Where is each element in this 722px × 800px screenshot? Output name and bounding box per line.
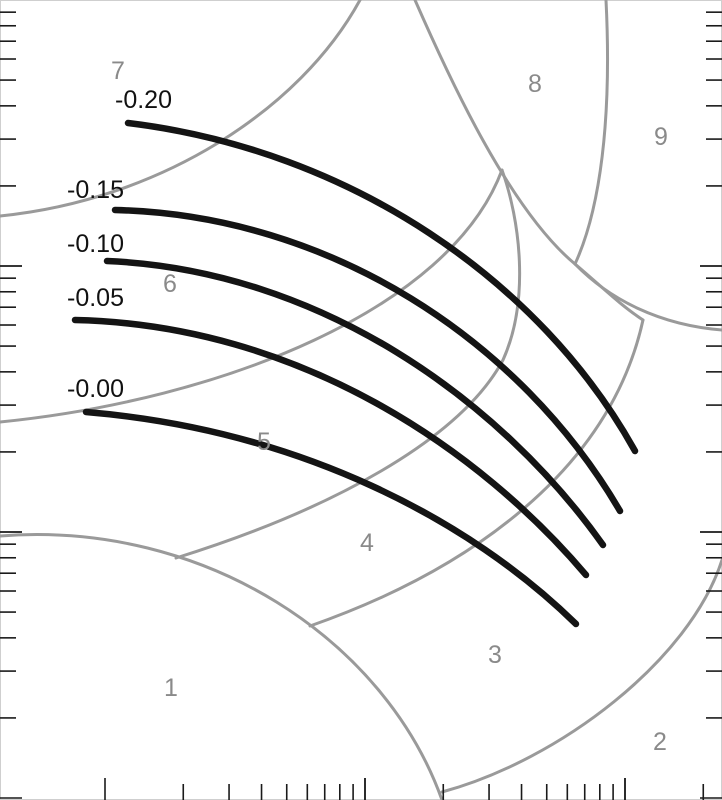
curve-label-minus-0-20: -0.20 — [115, 86, 172, 114]
curve-label-minus-0-05: -0.05 — [67, 284, 124, 312]
contour-curve-minus-0-05 — [71, 316, 590, 579]
region-label-5: 5 — [257, 428, 271, 456]
boundary-spoke-3-5 — [573, 262, 645, 322]
curve-labels: -0.20 -0.15 -0.10 -0.05 -0.00 — [67, 86, 172, 403]
region-label-7: 7 — [111, 57, 125, 85]
region-label-4: 4 — [360, 529, 374, 557]
contour-curve-minus-0-00 — [82, 408, 580, 628]
curve-label-minus-0-00: -0.00 — [67, 375, 124, 403]
boundary-inner-arc-4-5 — [174, 168, 522, 560]
boundary-region-2-arc — [440, 558, 722, 794]
tick-marks — [0, 11, 722, 800]
region-labels: 1 2 3 4 5 6 7 8 9 — [111, 57, 668, 756]
contour-curve-minus-0-20 — [124, 119, 639, 455]
region-label-6: 6 — [163, 270, 177, 298]
boundary-region-1-arc — [0, 533, 444, 800]
region-label-8: 8 — [528, 70, 542, 98]
curve-label-minus-0-15: -0.15 — [67, 176, 124, 204]
contour-curves — [71, 119, 639, 628]
boundary-arc-5-6 — [0, 168, 504, 424]
region-label-3: 3 — [488, 641, 502, 669]
region-label-1: 1 — [164, 674, 178, 702]
boundary-arc-9-bottom — [573, 262, 722, 332]
contour-curve-minus-0-15 — [111, 206, 624, 515]
region-label-2: 2 — [653, 728, 667, 756]
boundary-arc-8-9 — [573, 0, 610, 266]
region-label-9: 9 — [654, 123, 668, 151]
curve-label-minus-0-10: -0.10 — [67, 230, 124, 258]
contour-curve-minus-0-10 — [103, 257, 607, 549]
boundary-arc-8-top — [413, 0, 577, 266]
boundary-arc-6-7 — [0, 0, 362, 218]
